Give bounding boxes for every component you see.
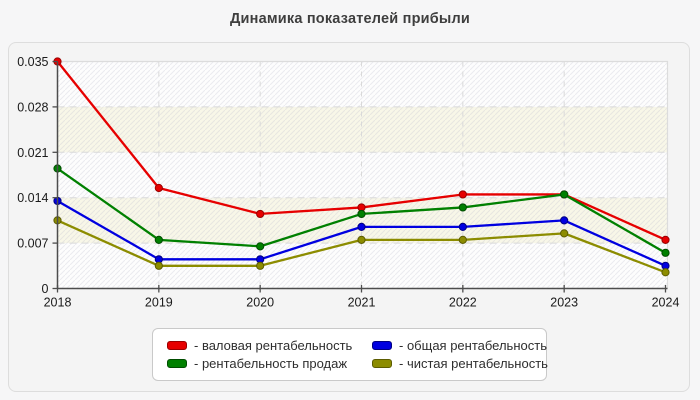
legend-item-overall-profitability: - общая рентабельность xyxy=(372,338,548,353)
data-point-net-profitability-2023 xyxy=(560,229,569,238)
data-point-overall-profitability-2022 xyxy=(458,222,467,231)
legend-swatch-net-profitability xyxy=(372,359,392,368)
data-point-sales-profitability-2023 xyxy=(560,190,569,199)
x-tick-label-2023: 2023 xyxy=(550,296,578,310)
data-point-gross-profitability-2019 xyxy=(154,183,163,193)
y-tick-label-0.007: 0.007 xyxy=(17,237,48,251)
y-tick-label-0.035: 0.035 xyxy=(17,55,48,69)
data-point-sales-profitability-2021 xyxy=(357,209,366,219)
legend-swatch-gross-profitability xyxy=(167,341,187,350)
legend-item-gross-profitability: - валовая рентабельность xyxy=(167,338,372,353)
y-tick-label-0.021: 0.021 xyxy=(17,146,48,160)
data-point-gross-profitability-2022 xyxy=(458,190,467,199)
data-point-net-profitability-2020 xyxy=(256,261,265,270)
legend-swatch-sales-profitability xyxy=(167,359,187,368)
legend-item-label: - общая рентабельность xyxy=(399,338,547,353)
data-point-net-profitability-2024 xyxy=(661,268,670,277)
data-point-gross-profitability-2024 xyxy=(661,235,670,244)
x-tick-label-2022: 2022 xyxy=(449,296,477,310)
data-point-sales-profitability-2024 xyxy=(661,248,670,257)
y-tick-label-0.028: 0.028 xyxy=(17,100,48,114)
data-point-sales-profitability-2019 xyxy=(154,235,163,244)
data-point-overall-profitability-2023 xyxy=(560,216,569,225)
data-point-net-profitability-2022 xyxy=(458,235,467,244)
data-point-gross-profitability-2020 xyxy=(256,209,265,219)
data-point-sales-profitability-2020 xyxy=(256,242,265,251)
x-tick-label-2019: 2019 xyxy=(145,296,173,310)
data-point-overall-profitability-2021 xyxy=(357,222,366,231)
plot-band-hatch xyxy=(57,106,668,153)
chart-legend: - валовая рентабельность - общая рентабел… xyxy=(152,328,548,381)
data-point-net-profitability-2019 xyxy=(154,261,163,270)
legend-swatch-overall-profitability xyxy=(372,341,392,350)
y-tick-label-0.014: 0.014 xyxy=(17,191,48,205)
x-tick-label-2024: 2024 xyxy=(652,296,680,310)
chart-title: Динамика показателей прибыли xyxy=(229,11,471,27)
x-tick-label-2020: 2020 xyxy=(246,296,274,310)
data-point-net-profitability-2021 xyxy=(357,235,366,244)
y-tick-label-0: 0 xyxy=(42,282,49,296)
legend-item-label: - рентабельность продаж xyxy=(194,356,348,371)
legend-item-net-profitability: - чистая рентабельность xyxy=(372,356,548,371)
legend-item-sales-profitability: - рентабельность продаж xyxy=(167,356,372,371)
plot-band-hatch xyxy=(57,243,668,289)
plot-band-hatch xyxy=(57,61,668,107)
data-point-sales-profitability-2022 xyxy=(458,203,467,212)
legend-item-label: - чистая рентабельность xyxy=(399,356,548,371)
plot-border xyxy=(57,60,669,289)
legend-item-label: - валовая рентабельность xyxy=(194,338,353,353)
x-tick-label-2018: 2018 xyxy=(44,296,72,310)
x-tick-label-2021: 2021 xyxy=(348,296,376,310)
